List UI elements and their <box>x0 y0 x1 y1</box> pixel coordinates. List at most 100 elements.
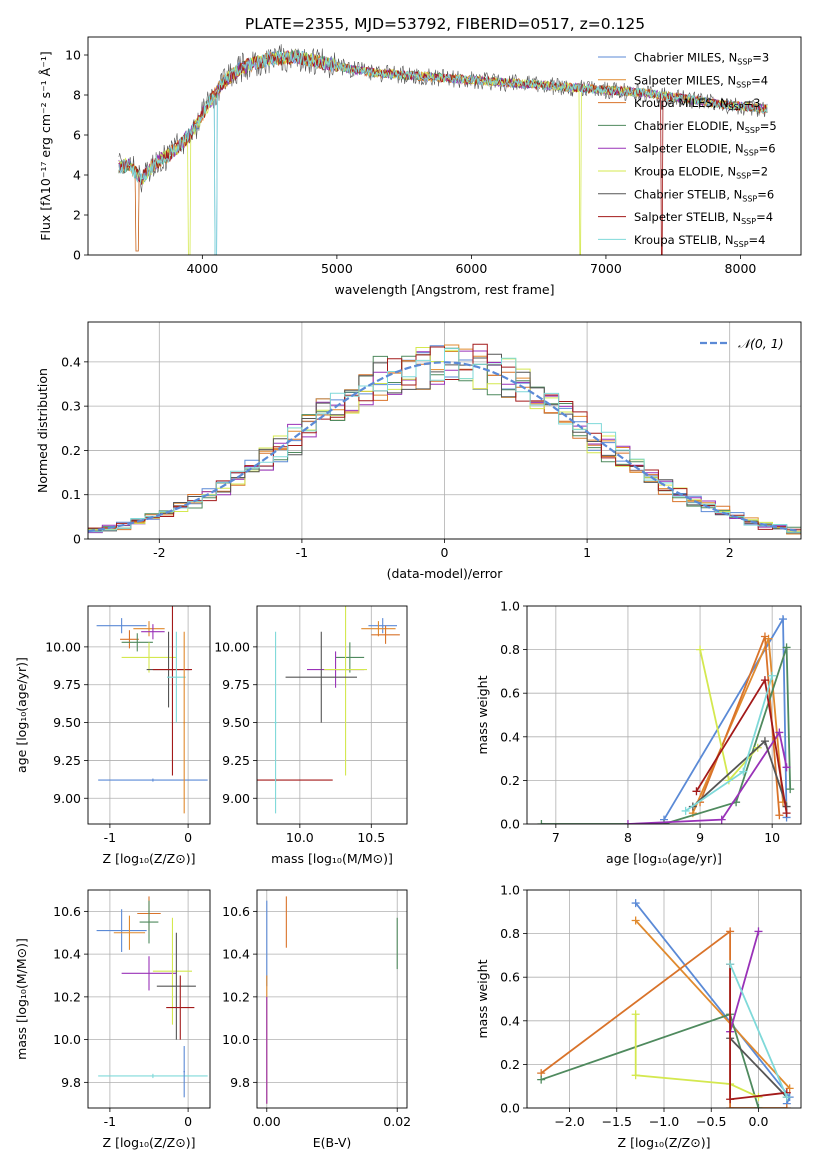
weight-marker <box>696 645 705 654</box>
x-tick-label: 8000 <box>725 261 757 276</box>
x-tick-label: 7000 <box>590 261 622 276</box>
x-tick-label: 1 <box>583 545 591 560</box>
x-tick-label: 0.0 <box>749 1114 769 1129</box>
weight-marker <box>754 1104 763 1108</box>
x-tick-label: 6000 <box>455 261 487 276</box>
y-tick-label: 10.2 <box>53 989 81 1004</box>
data-point <box>335 642 365 673</box>
weight-series <box>537 1010 763 1108</box>
data-point <box>152 606 193 776</box>
data-point <box>156 932 196 1040</box>
weight-marker <box>786 785 795 794</box>
spectrum-series <box>118 50 768 183</box>
weight-line <box>627 730 788 824</box>
y-axis-label: mass weight <box>475 675 490 754</box>
weight-marker <box>692 787 701 796</box>
y-tick-label: 0.6 <box>500 970 520 985</box>
x-tick-label: −2.0 <box>554 1114 584 1129</box>
y-tick-label: 0 <box>73 532 81 547</box>
weight-line <box>635 919 791 1090</box>
spectrum-series <box>118 50 768 255</box>
weight-series <box>726 960 791 1102</box>
weight-marker <box>631 916 640 925</box>
data-point <box>361 621 396 637</box>
y-axis-label: Flux [fλ10⁻¹⁷ erg cm⁻² s⁻¹ Å⁻¹] <box>38 51 53 240</box>
weight-line <box>663 615 788 821</box>
points-age_vs_Z <box>96 606 208 814</box>
weight-marker <box>537 1075 546 1084</box>
points-mass_vs_ebv <box>266 896 398 1104</box>
weight-marker <box>768 671 777 680</box>
weight-marker <box>778 615 787 624</box>
legend-label: Salpeter STELIB, NSSP=4 <box>634 210 773 226</box>
x-tick-label: -1 <box>104 1114 116 1129</box>
legend-label: Kroupa ELODIE, NSSP=2 <box>634 165 768 181</box>
data-point <box>183 1046 185 1098</box>
data-point <box>139 900 159 944</box>
x-axis-label: age [log₁₀(age/yr)] <box>606 851 722 866</box>
weight-series <box>537 643 795 824</box>
data-point <box>152 917 193 1025</box>
axes-age_vs_Z: -1 0 9.00 9.25 9.50 9.75 10.00 Z [log₁₀(Z/Z⊙)] a… <box>14 606 210 866</box>
weight-marker <box>760 632 769 641</box>
weight-marker <box>760 737 769 746</box>
x-tick-label: 0 <box>441 545 449 560</box>
weight-marker <box>681 806 690 815</box>
weight-line <box>729 1037 788 1098</box>
x-tick-label: 0.00 <box>253 1114 281 1129</box>
y-axis-label: age [log₁₀(age/yr)] <box>14 657 29 773</box>
x-axis-label: Z [log₁₀(Z/Z⊙)] <box>103 851 196 866</box>
x-tick-label: 5000 <box>321 261 353 276</box>
y-tick-label: 0.1 <box>61 487 81 502</box>
y-tick-label: 1.0 <box>500 599 520 614</box>
x-tick-label: 0.02 <box>383 1114 411 1129</box>
frame-residuals <box>87 321 802 540</box>
y-tick-label: 8 <box>73 88 81 103</box>
data-point <box>166 631 186 723</box>
weight-marker <box>631 1010 640 1019</box>
y-tick-label: 9.8 <box>230 1075 250 1090</box>
data-point <box>121 642 177 673</box>
points-mass_vs_Z <box>96 896 208 1098</box>
weight-marker <box>782 1093 791 1102</box>
data-point <box>120 630 139 649</box>
y-tick-label: 9.75 <box>53 677 81 692</box>
y-tick-label: 9.00 <box>222 791 250 806</box>
y-tick-label: 0 <box>73 248 81 263</box>
legend-label: Chabrier ELODIE, NSSP=5 <box>634 119 777 135</box>
legend-label: 𝒩(0, 1) <box>738 336 784 351</box>
x-axis-label: Z [log₁₀(Z/Z⊙)] <box>618 1135 711 1150</box>
y-tick-label: 2 <box>73 208 81 223</box>
data-point <box>98 1073 208 1079</box>
weight-series <box>692 676 791 818</box>
x-tick-label: 0 <box>184 1114 192 1129</box>
weight-line <box>729 931 760 1032</box>
x-tick-label: 2 <box>726 545 734 560</box>
x-tick-label: 4000 <box>186 261 218 276</box>
data-point <box>96 909 147 952</box>
weight-line <box>540 1013 760 1108</box>
normal-curve <box>88 361 799 533</box>
data-point <box>285 631 357 723</box>
frame-age_vs_mass <box>256 605 408 825</box>
y-tick-label: 1.0 <box>500 883 520 898</box>
weight-marker <box>717 815 726 824</box>
data-point <box>141 624 165 640</box>
weight-marker <box>726 1104 735 1108</box>
data-point <box>133 621 165 637</box>
axes-age_vs_mass: 10.0 10.5 9.00 9.25 9.50 9.75 10.00 mass [log₁₀… <box>214 606 407 866</box>
data-point <box>166 975 195 1040</box>
y-tick-label: 10.6 <box>222 904 250 919</box>
x-tick-label: 8 <box>624 830 632 845</box>
frame-mass_vs_ebv <box>256 889 408 1109</box>
weight-series <box>681 671 777 815</box>
weight-marker <box>782 1104 791 1108</box>
axes-mass_vs_ebv: 0.00 0.02 9.8 10.0 10.2 10.4 10.6 E(B-V) <box>222 890 411 1150</box>
x-tick-label: −1.0 <box>649 1114 679 1129</box>
weight-marker <box>782 643 791 652</box>
y-tick-label: 9.25 <box>222 753 250 768</box>
axes-spectrum: 4000 5000 6000 7000 8000 0 2 4 6 8 10 wavelength [A… <box>38 48 756 298</box>
weight-line <box>634 1014 759 1098</box>
weight-marker <box>775 811 784 820</box>
weight-line <box>685 675 774 812</box>
